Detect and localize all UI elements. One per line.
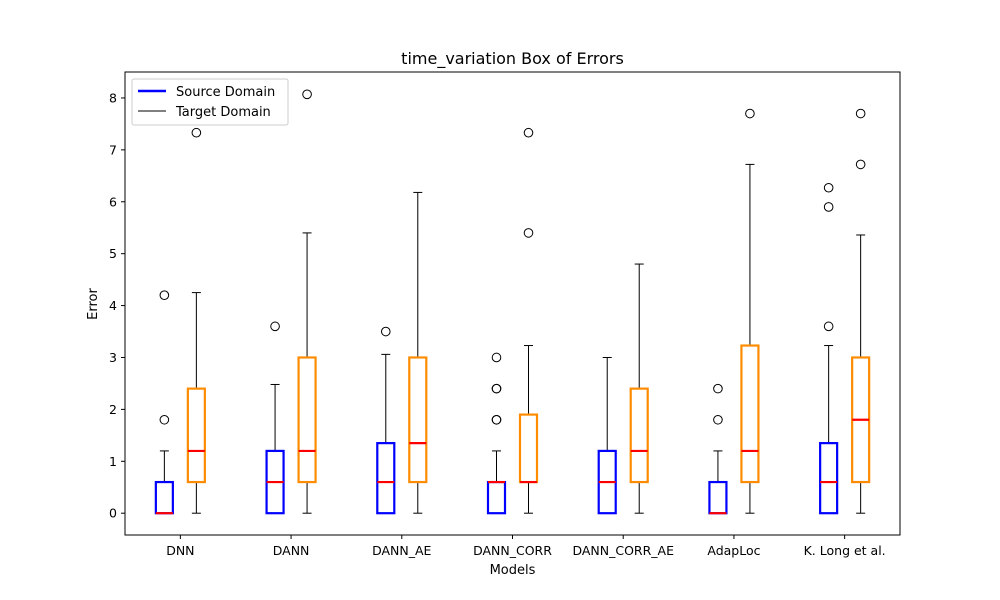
outlier-point-source-domain <box>491 383 502 394</box>
outlier-point-source-domain <box>823 202 834 212</box>
x-tick-label: DANN_AE <box>372 543 431 558</box>
box-target-domain <box>740 344 760 484</box>
legend-label-target-domain: Target Domain <box>175 105 271 120</box>
y-tick-label: 5 <box>109 246 117 261</box>
y-tick-label: 3 <box>109 350 117 365</box>
y-tick-label: 0 <box>109 506 117 521</box>
x-tick-label: DANN_CORR_AE <box>572 543 674 558</box>
outlier-point-target-domain <box>855 108 866 119</box>
y-tick-label: 7 <box>109 142 117 157</box>
y-tick-label: 4 <box>109 298 117 313</box>
box-source-domain <box>154 480 174 515</box>
outlier-point-source-domain <box>713 383 723 394</box>
y-axis-label: Error <box>86 288 101 320</box>
legend: Source Domain Target Domain <box>131 78 289 126</box>
outlier-point-target-domain <box>523 228 534 238</box>
chart-title: time_variation Box of Errors <box>401 49 624 69</box>
x-tick-label: DNN <box>166 543 194 558</box>
outlier-point-source-domain <box>491 414 502 425</box>
y-tick-label: 1 <box>109 454 117 469</box>
y-tick-label: 6 <box>109 194 117 209</box>
outlier-point-source-domain <box>491 352 502 363</box>
x-axis-label: Models <box>490 563 536 578</box>
x-tick-label: DANN_CORR <box>473 543 552 558</box>
box-target-domain <box>518 413 539 484</box>
plot-area: 0 1 2 3 4 5 6 7 8 DNN DANN DANN_AE DANN_CORR DANN_COR… <box>109 71 901 558</box>
outlier-point-source-domain <box>823 182 834 193</box>
y-tick-label: 8 <box>109 90 117 105</box>
x-tick-label: AdapLoc <box>707 543 760 558</box>
x-tick-label: DANN <box>273 543 310 558</box>
outlier-point-target-domain <box>302 89 312 100</box>
outlier-point-source-domain <box>159 290 170 300</box>
legend-label-source-domain: Source Domain <box>176 85 275 100</box>
legend-frame <box>131 78 289 126</box>
outlier-point-target-domain <box>855 159 866 170</box>
axes-frame <box>124 71 901 536</box>
box-target-domain <box>629 387 649 484</box>
outlier-point-source-domain <box>713 414 723 425</box>
y-tick-label: 2 <box>109 402 117 417</box>
x-tick-label: K. Long et al. <box>804 543 886 558</box>
outlier-point-source-domain <box>380 326 391 337</box>
box-target-domain <box>186 387 206 484</box>
box-source-domain <box>819 442 839 515</box>
box-target-domain <box>408 356 428 484</box>
outlier-point-target-domain <box>191 127 202 138</box>
outlier-point-source-domain <box>823 321 834 332</box>
outlier-point-target-domain <box>523 127 534 138</box>
box-source-domain <box>486 480 507 515</box>
box-source-domain <box>708 480 728 515</box>
box-source-domain <box>376 442 396 515</box>
outlier-point-source-domain <box>159 414 170 425</box>
outlier-point-source-domain <box>270 321 280 332</box>
outlier-point-target-domain <box>745 108 755 119</box>
box-target-domain <box>297 356 317 484</box>
